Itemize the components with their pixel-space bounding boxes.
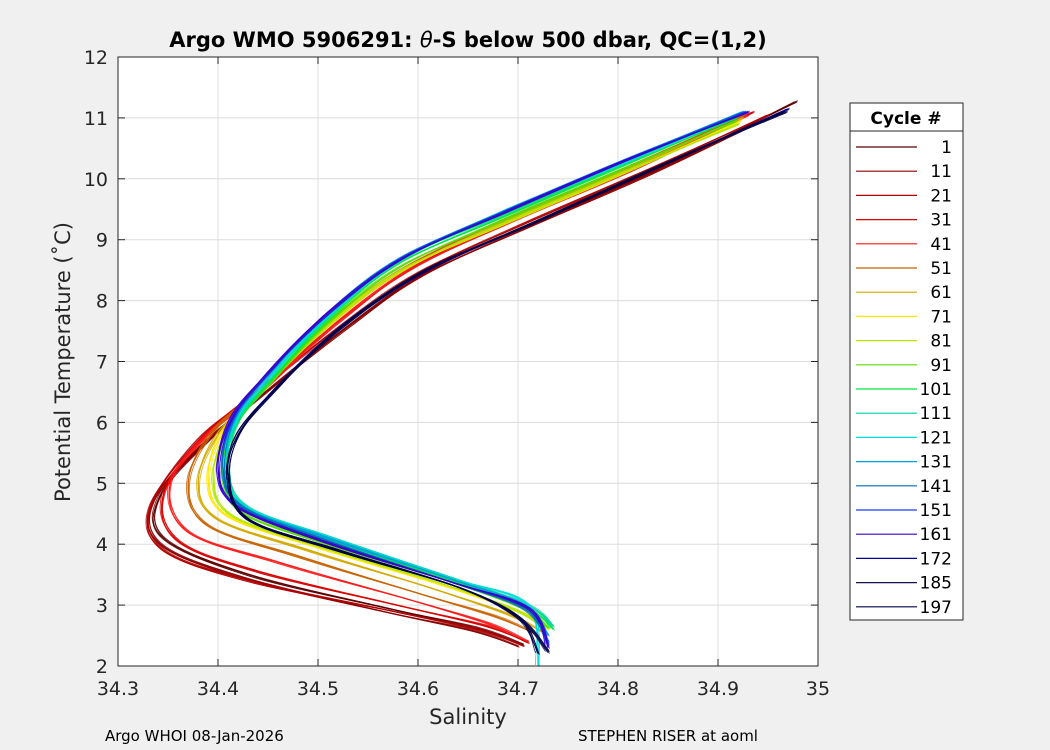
legend-label: 121 — [920, 428, 952, 448]
legend-item-cycle-71: 71 — [856, 307, 952, 327]
chart-title: Argo WMO 5906291: θ-S below 500 dbar, QC… — [169, 28, 766, 52]
legend-item-cycle-21: 21 — [856, 186, 952, 206]
y-tick-label: 8 — [96, 291, 108, 313]
legend-item-cycle-141: 141 — [856, 477, 952, 497]
legend-item-cycle-61: 61 — [856, 283, 952, 303]
y-tick-label: 2 — [96, 656, 108, 678]
y-tick-labels: 2 3 4 5 6 7 8 9 10 11 12 — [84, 47, 108, 678]
series-line-cycle-161 — [217, 110, 750, 649]
legend-label: 111 — [920, 404, 952, 424]
legend-item-cycle-51: 51 — [856, 259, 952, 279]
x-tick-label: 34.6 — [397, 678, 439, 700]
legend-item-cycle-151: 151 — [856, 501, 952, 521]
x-tick-label: 34.3 — [97, 678, 139, 700]
legend-label: 51 — [930, 259, 952, 279]
y-tick-label: 7 — [96, 352, 108, 374]
y-tick-label: 11 — [84, 108, 108, 130]
legend-label: 1 — [941, 138, 952, 158]
legend-label: 161 — [920, 525, 952, 545]
series-line-cycle-11 — [149, 110, 783, 648]
legend-label: 11 — [930, 162, 952, 182]
y-tick-label: 5 — [96, 473, 108, 495]
footer-left: Argo WHOI 08-Jan-2026 — [105, 727, 284, 745]
x-tick-label: 34.9 — [697, 678, 739, 700]
y-tick-label: 3 — [96, 595, 108, 617]
legend-label: 91 — [930, 356, 952, 376]
legend-item-cycle-11: 11 — [856, 162, 952, 182]
axes-frame — [117, 56, 819, 667]
legend-label: 101 — [920, 380, 952, 400]
legend-item-cycle-185: 185 — [856, 574, 952, 594]
legend-label: 21 — [930, 186, 952, 206]
legend-label: 185 — [920, 574, 952, 594]
legend-items: 1112131415161718191101111121131141151161… — [856, 138, 952, 618]
legend-item-cycle-161: 161 — [856, 525, 952, 545]
legend-item-cycle-121: 121 — [856, 428, 952, 448]
legend-item-cycle-1: 1 — [856, 138, 952, 158]
legend-item-cycle-131: 131 — [856, 453, 952, 473]
legend-label: 31 — [930, 211, 952, 231]
legend-label: 151 — [920, 501, 952, 521]
legend-label: 131 — [920, 453, 952, 473]
legend-item-cycle-197: 197 — [856, 598, 952, 618]
legend-item-cycle-111: 111 — [856, 404, 952, 424]
footer-right: STEPHEN RISER at aoml — [578, 727, 758, 745]
y-axis-label: Potential Temperature (˚C) — [51, 222, 75, 502]
series-lines — [145, 100, 798, 667]
legend-item-cycle-172: 172 — [856, 549, 952, 569]
y-tick-label: 10 — [84, 169, 108, 191]
legend-title: Cycle # — [870, 109, 941, 129]
x-tick-label: 34.8 — [597, 678, 639, 700]
x-tick-label: 34.7 — [497, 678, 539, 700]
legend-label: 197 — [920, 598, 952, 618]
x-tick-label: 34.5 — [297, 678, 339, 700]
y-tick-label: 4 — [96, 534, 108, 556]
series-line-cycle-197 — [226, 110, 785, 655]
y-tick-label: 6 — [96, 412, 108, 434]
legend-item-cycle-41: 41 — [856, 235, 952, 255]
legend-item-cycle-91: 91 — [856, 356, 952, 376]
legend-item-cycle-31: 31 — [856, 211, 952, 231]
legend-label: 172 — [920, 549, 952, 569]
y-tick-label: 9 — [96, 230, 108, 252]
x-tick-label: 34.4 — [197, 678, 239, 700]
legend-item-cycle-101: 101 — [856, 380, 952, 400]
legend-label: 81 — [930, 332, 952, 352]
legend: Cycle # 11121314151617181911011111211311… — [849, 102, 964, 621]
x-tick-label: 35 — [806, 678, 830, 700]
x-tick-labels: 34.3 34.4 34.5 34.6 34.7 34.8 34.9 35 — [97, 678, 830, 700]
legend-label: 61 — [930, 283, 952, 303]
x-axis-label: Salinity — [429, 705, 507, 729]
legend-label: 71 — [930, 307, 952, 327]
legend-label: 41 — [930, 235, 952, 255]
y-tick-label: 12 — [84, 47, 108, 69]
legend-item-cycle-81: 81 — [856, 332, 952, 352]
legend-label: 141 — [920, 477, 952, 497]
